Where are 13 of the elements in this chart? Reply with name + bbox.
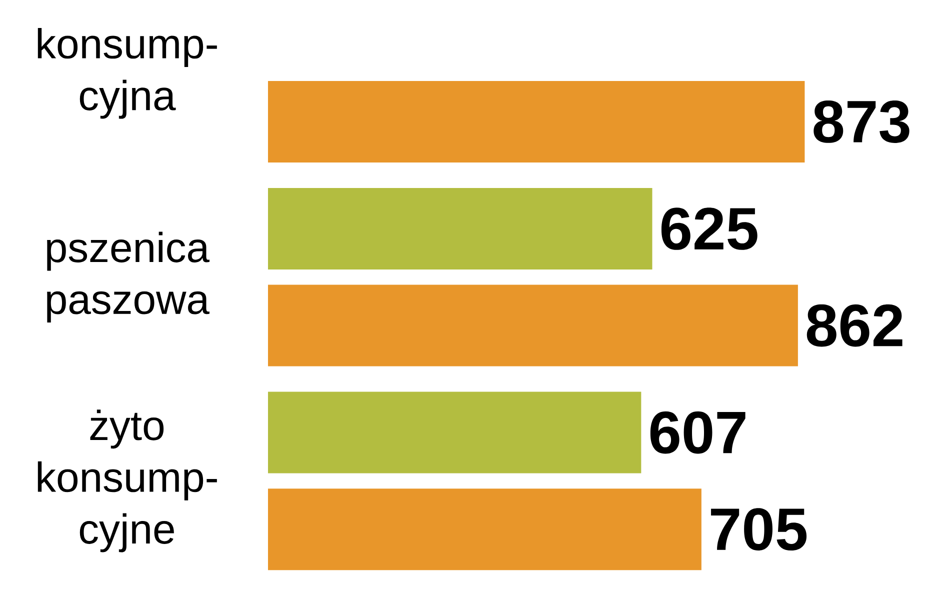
bar — [268, 284, 798, 366]
data-label: 705 — [711, 508, 807, 550]
y-tick-label: żyto konsump- cyjne — [38, 410, 217, 552]
data-label: 625 — [661, 208, 758, 250]
data-label: 862 — [806, 304, 902, 347]
y-tick-label: pszenica paszowa — [47, 232, 210, 323]
data-label: 607 — [650, 411, 746, 454]
data-label: 873 — [814, 100, 910, 143]
y-tick-label: konsump- cyjna — [38, 28, 217, 119]
bar — [268, 81, 805, 163]
bar — [268, 392, 642, 474]
bar — [268, 488, 702, 570]
bar — [268, 188, 652, 270]
